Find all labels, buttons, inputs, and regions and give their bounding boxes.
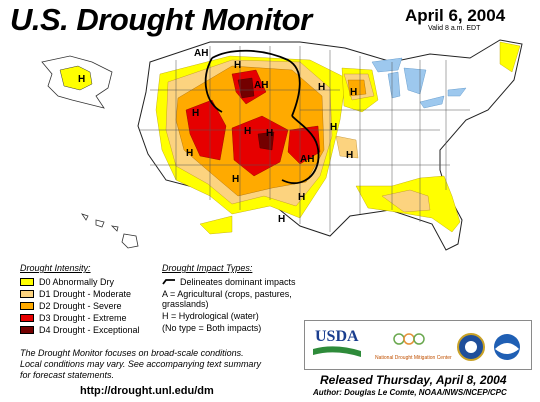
note-line-1: The Drought Monitor focuses on broad-sca… [20, 348, 244, 358]
d3-label: D3 Drought - Extreme [39, 313, 127, 323]
partner-logos: USDA National Drought Mitigation Center [304, 320, 532, 370]
label-h-2: H [318, 82, 325, 93]
legend-d1: D1 Drought - Moderate [20, 289, 131, 299]
ndmc-logo: National Drought Mitigation Center [375, 333, 452, 361]
usda-logo: USDA [313, 328, 361, 357]
state-borders [140, 46, 470, 232]
d1-swatch [20, 290, 34, 298]
legend-d4: D4 Drought - Exceptional [20, 325, 140, 335]
label-ah-co: AH [300, 154, 314, 165]
d4-label: D4 Drought - Exceptional [39, 325, 140, 335]
alaska-h-label: H [78, 74, 85, 85]
impact-boundaries [204, 49, 320, 184]
legend-d2: D2 Drought - Severe [20, 301, 122, 311]
doc-seal [457, 333, 485, 361]
impact-none: (No type = Both impacts) [162, 323, 262, 333]
impact-title: Drought Impact Types: [162, 263, 253, 273]
great-lakes [371, 57, 467, 109]
noaa-seal [494, 334, 520, 360]
label-h-9: H [232, 174, 239, 185]
impact-line-icon [162, 279, 175, 285]
ndmc-text: National Drought Mitigation Center [375, 355, 452, 361]
legend-d0: D0 Abnormally Dry [20, 277, 114, 287]
impact-a2: grasslands) [162, 299, 209, 309]
label-h-11: H [298, 192, 305, 203]
website-link[interactable]: http://drought.unl.edu/dm [80, 385, 214, 397]
label-h-5: H [244, 126, 251, 137]
label-ah-nw: AH [194, 48, 208, 59]
note-line-3: for forecast statements. [20, 370, 115, 380]
intensity-title: Drought Intensity: [20, 263, 91, 273]
d0-swatch [20, 278, 34, 286]
release-date: Released Thursday, April 8, 2004 [320, 373, 507, 387]
label-h-1: H [234, 60, 241, 71]
map-title: U.S. Drought Monitor [10, 2, 312, 37]
label-h-8: H [186, 148, 193, 159]
label-h-4: H [192, 108, 199, 119]
d2-swatch [20, 302, 34, 310]
d2-label: D2 Drought - Severe [39, 301, 122, 311]
label-h-7: H [330, 122, 337, 133]
label-h-10: H [346, 150, 353, 161]
label-h-3: H [350, 87, 357, 98]
hawaii [81, 213, 139, 249]
d0-label: D0 Abnormally Dry [39, 277, 115, 287]
usda-text: USDA [315, 328, 359, 345]
impact-h: H = Hydrological (water) [162, 311, 259, 321]
disclaimer: The Drought Monitor focuses on broad-sca… [20, 348, 310, 381]
d4-swatch [20, 326, 34, 334]
label-ah-mt: AH [254, 80, 268, 91]
impact-a: A = Agricultural (crops, pastures, [162, 289, 292, 299]
valid-time: Valid 8 a.m. EDT [428, 25, 481, 32]
legend-d3: D3 Drought - Extreme [20, 313, 127, 323]
d3-swatch [20, 314, 34, 322]
author-credit: Author: Douglas Le Comte, NOAA/NWS/NCEP/… [313, 388, 507, 397]
logos-graphic: USDA National Drought Mitigation Center [313, 328, 520, 361]
note-line-2: Local conditions may vary. See accompany… [20, 359, 261, 369]
impact-line-label: Delineates dominant impacts [180, 277, 296, 287]
map-date: April 6, 2004 [405, 6, 506, 25]
d1-label: D1 Drought - Moderate [39, 289, 132, 299]
alaska: H [41, 55, 113, 109]
drought-map: H [41, 39, 523, 251]
impact-labels: AH AH AH H H H H H H H H H H H H [186, 48, 357, 225]
label-h-6: H [266, 128, 273, 139]
label-h-12: H [278, 214, 285, 225]
